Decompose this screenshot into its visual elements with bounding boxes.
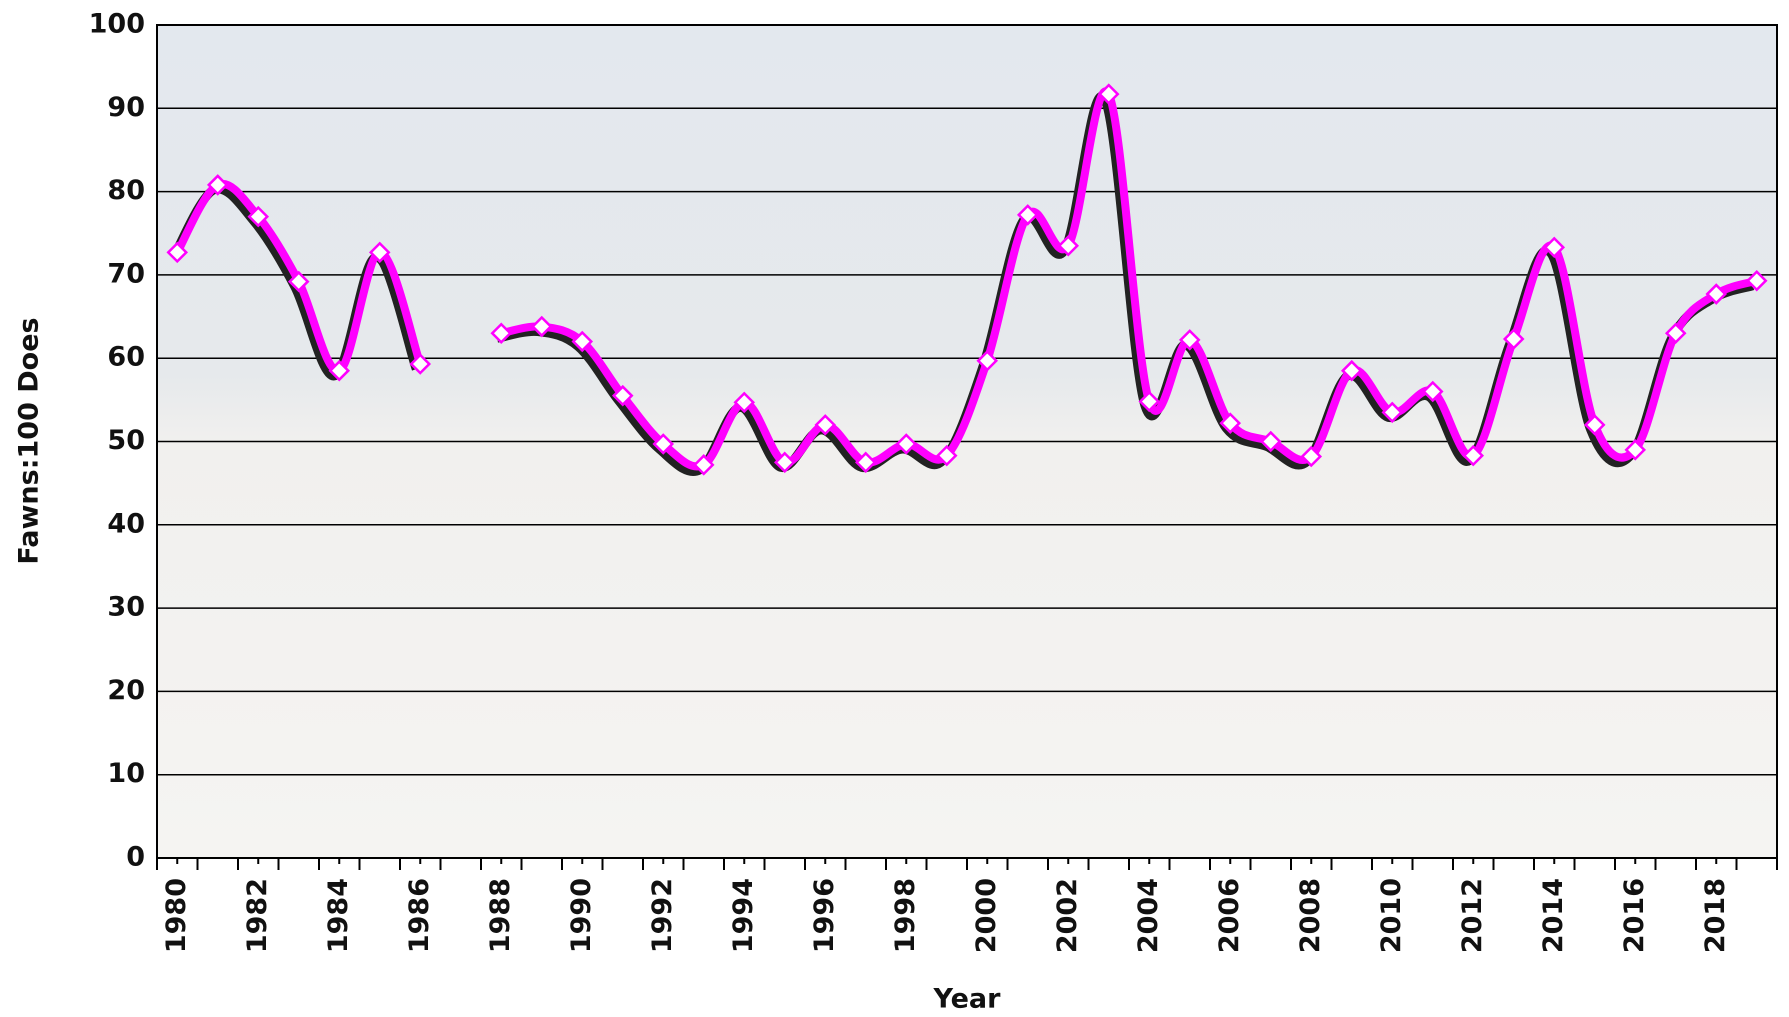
y-tick-label: 70 (107, 258, 145, 289)
x-tick-label: 2018 (1700, 878, 1731, 953)
y-tick-label: 10 (107, 758, 145, 789)
x-tick-label: 2002 (1052, 878, 1083, 953)
x-tick-label: 1986 (404, 878, 435, 953)
x-tick-label: 1988 (485, 878, 516, 953)
x-tick-label: 2014 (1538, 878, 1569, 953)
y-axis-title: Fawns:100 Does (14, 317, 45, 564)
x-tick-label: 2004 (1133, 878, 1164, 953)
y-tick-label: 100 (89, 9, 145, 40)
y-tick-label: 30 (107, 592, 145, 623)
x-tick-label: 1980 (161, 878, 192, 953)
x-tick-label: 1992 (647, 878, 678, 953)
x-tick-label: 2012 (1457, 878, 1488, 953)
y-tick-label: 90 (107, 92, 145, 123)
x-tick-label: 1994 (728, 878, 759, 953)
x-tick-label: 1982 (242, 878, 273, 953)
y-tick-label: 80 (107, 175, 145, 206)
y-tick-label: 40 (107, 508, 145, 539)
x-tick-label: 1996 (809, 878, 840, 953)
y-tick-label: 0 (126, 842, 145, 873)
y-tick-label: 50 (107, 425, 145, 456)
x-tick-label: 1990 (566, 878, 597, 953)
x-tick-label: 1998 (890, 878, 921, 953)
x-axis-title: Year (933, 984, 1002, 1015)
x-tick-label: 2016 (1619, 878, 1650, 953)
x-tick-label: 1984 (323, 878, 354, 953)
x-tick-label: 2008 (1295, 878, 1326, 953)
x-tick-label: 2006 (1214, 878, 1245, 953)
y-tick-label: 60 (107, 342, 145, 373)
x-tick-label: 2000 (971, 878, 1002, 953)
x-tick-label: 2010 (1376, 878, 1407, 953)
y-tick-label: 20 (107, 675, 145, 706)
chart: Fawns:100 Does Year 0 10 20 30 40 50 60 70 80 90 1… (0, 0, 1789, 1017)
